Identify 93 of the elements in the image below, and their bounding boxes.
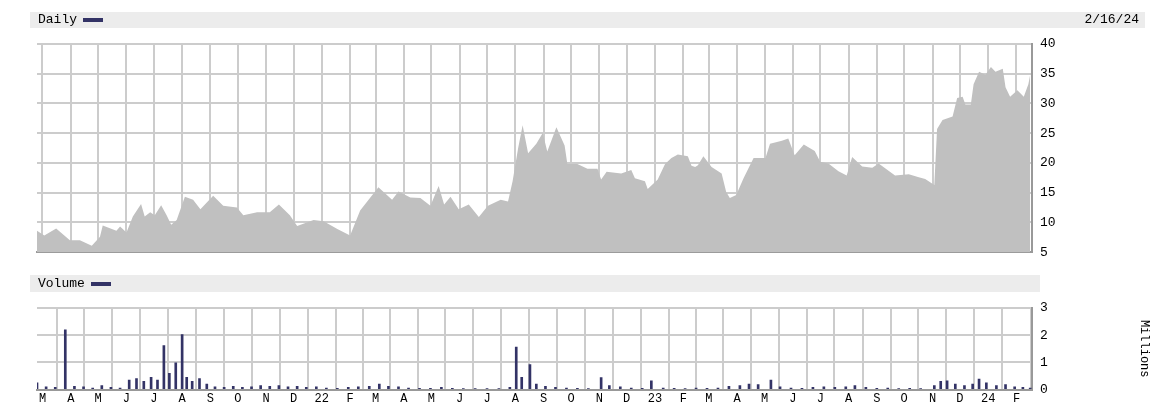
bar — [250, 386, 253, 389]
x-tick-label: A — [733, 391, 742, 406]
x-tick-label: A — [511, 391, 520, 406]
bar — [985, 382, 988, 389]
x-tick-label: J — [150, 391, 158, 406]
x-tick-label: A — [67, 391, 76, 406]
bar — [135, 378, 138, 389]
chart-title: Daily — [38, 12, 78, 27]
x-tick-label: S — [540, 391, 548, 406]
x-tick-label: 22 — [314, 391, 330, 406]
x-tick-label: 24 — [980, 391, 996, 406]
x-tick-label: O — [900, 391, 908, 406]
bar — [1004, 384, 1007, 389]
bar — [63, 329, 67, 389]
bar — [367, 386, 371, 389]
x-tick-label: M — [705, 391, 713, 406]
bar — [377, 383, 381, 389]
bar — [198, 378, 201, 389]
x-tick-label: J — [483, 391, 491, 406]
x-tick-label: D — [289, 391, 298, 406]
x-tick-label: S — [873, 391, 881, 406]
x-tick-label: F — [1012, 391, 1021, 406]
bar — [963, 385, 966, 389]
x-tick-label: A — [400, 391, 409, 406]
bar — [608, 385, 611, 389]
y-tick-label: 10 — [1040, 214, 1056, 230]
bar — [933, 385, 936, 389]
x-tick-label: F — [346, 391, 354, 406]
y-tick-label: 35 — [1040, 66, 1056, 82]
y-tick-label: 40 — [1040, 36, 1056, 52]
bar — [168, 372, 171, 389]
x-tick-label: A — [178, 391, 187, 406]
y-tick-label: 0 — [1040, 382, 1048, 398]
bar — [535, 383, 538, 389]
y-tick-label: 5 — [1040, 244, 1048, 260]
x-tick-label: O — [234, 391, 242, 406]
x-tick-label: 23 — [647, 391, 663, 406]
bar — [397, 386, 400, 389]
bar — [520, 377, 524, 389]
bar — [73, 386, 76, 389]
x-tick-label: A — [844, 391, 853, 406]
bar — [953, 383, 957, 389]
bar — [514, 346, 518, 389]
bar — [939, 381, 943, 389]
x-tick-label: M — [372, 391, 380, 406]
y-tick-label: 2 — [1040, 327, 1048, 343]
bar — [995, 385, 998, 389]
text: 2/16/24 — [1084, 12, 1139, 28]
x-tick-label: M — [427, 391, 435, 406]
bar — [971, 383, 974, 389]
bar — [185, 377, 189, 389]
bar — [127, 379, 131, 389]
y-axis-title: Millions — [1136, 319, 1151, 378]
bar — [231, 386, 235, 389]
x-tick-label: D — [956, 391, 964, 406]
bar — [544, 386, 547, 389]
bar — [315, 386, 318, 389]
bar — [1013, 386, 1016, 389]
x-tick-label: O — [567, 391, 575, 406]
bar — [100, 385, 104, 389]
y-tick-label: 15 — [1040, 185, 1056, 201]
x-tick-label: M — [94, 391, 102, 406]
x-tick-label: M — [760, 391, 769, 406]
bar — [387, 386, 390, 389]
y-tick-label: 1 — [1040, 354, 1048, 370]
x-tick-label: J — [122, 391, 131, 406]
x-tick-label: F — [679, 391, 687, 406]
x-tick-label: D — [623, 391, 631, 406]
x-tick-label: M — [38, 391, 47, 406]
bar — [82, 386, 85, 389]
bar — [844, 386, 848, 389]
bar — [190, 381, 194, 389]
chart-title: Volume — [38, 276, 85, 291]
x-tick-label: N — [595, 391, 603, 406]
bar — [156, 379, 159, 389]
x-tick-label: N — [928, 391, 937, 406]
bar — [205, 383, 209, 389]
bar — [142, 381, 146, 389]
bar — [259, 385, 262, 389]
bar — [356, 386, 360, 389]
y-tick-label: 20 — [1040, 155, 1056, 171]
x-tick-label: J — [789, 391, 797, 406]
x-tick-label: N — [262, 391, 270, 406]
y-tick-label: 30 — [1040, 95, 1056, 111]
bar — [650, 380, 653, 389]
x-tick-label: J — [816, 391, 824, 406]
x-tick-label: J — [456, 391, 464, 406]
x-tick-label: S — [206, 391, 215, 406]
bar — [174, 362, 178, 389]
y-tick-label: 3 — [1040, 300, 1048, 316]
bar — [618, 386, 622, 389]
y-tick-label: 25 — [1040, 125, 1056, 141]
bar — [268, 386, 272, 389]
